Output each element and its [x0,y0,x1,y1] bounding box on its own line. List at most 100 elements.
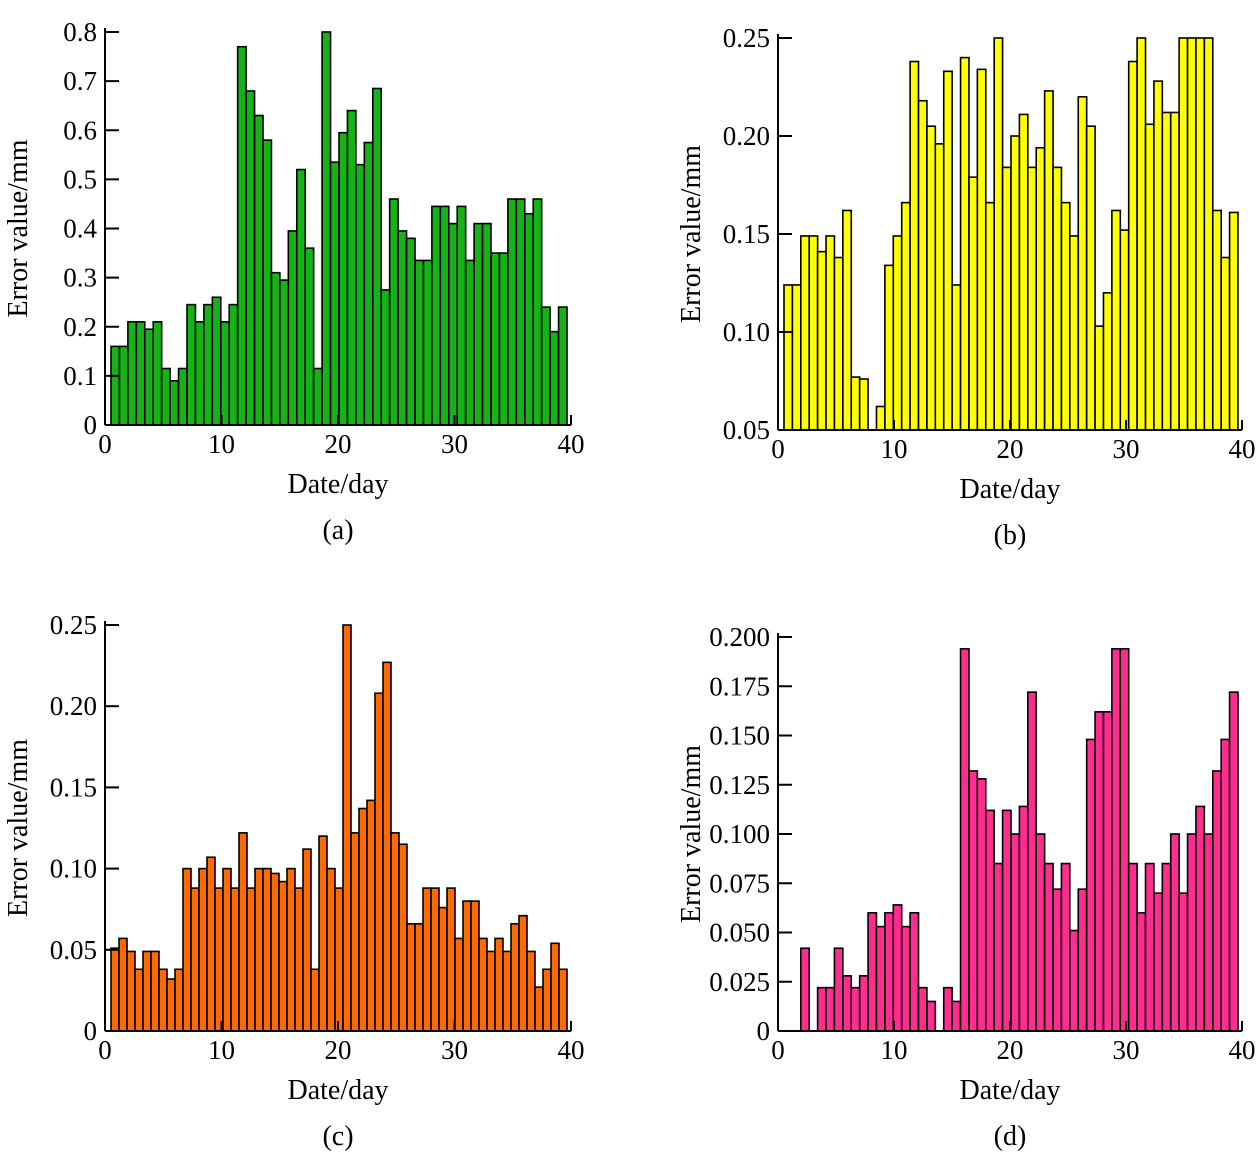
y-axis-label: Error value/mm [676,145,707,323]
bar [816,250,827,431]
bar [850,376,861,431]
bar [254,867,264,1032]
bar [926,125,937,431]
bar [542,968,552,1032]
bar [262,867,272,1032]
bar [1119,648,1130,1032]
y-tick-label: 0.100 [709,819,770,849]
bar [993,37,1004,431]
panel-caption: (d) [994,1121,1027,1152]
bar [934,143,945,431]
bar [350,832,360,1032]
bar [1043,862,1054,1032]
y-axis-label: Error value/mm [3,739,34,917]
y-tick-label: 0.050 [709,918,770,948]
bar [454,937,464,1032]
bar [346,109,357,426]
bar [900,201,911,431]
x-tick-label: 30 [1113,1035,1140,1065]
bar [518,914,528,1032]
y-tick-label: 0.7 [63,66,97,96]
bar [198,867,208,1032]
bar [1043,90,1054,431]
bar [464,259,475,426]
bar [1169,111,1180,431]
bar [816,986,827,1032]
bar [833,947,844,1032]
x-tick-label: 40 [1229,1035,1256,1065]
bar [270,872,280,1032]
y-tick-label: 0.15 [723,219,770,249]
bar [534,986,544,1032]
bar [1136,37,1147,431]
y-axis-label: Error value/mm [676,745,707,923]
bar [1027,691,1038,1032]
x-axis-label: Date/day [287,469,388,500]
x-tick-label: 20 [997,434,1024,464]
bar [984,809,995,1032]
bar [1102,711,1113,1032]
bar [900,925,911,1032]
panel-caption: (a) [322,515,353,546]
y-tick-label: 0.6 [63,115,97,145]
bar [510,923,520,1032]
bar [473,222,484,426]
bar [366,799,376,1032]
bar [909,60,920,431]
bar [791,284,802,431]
bar [842,209,853,431]
bar [177,367,188,426]
bar [1203,833,1214,1032]
bar [1027,166,1038,431]
bar [926,1000,937,1032]
bar [1178,37,1189,431]
bar [1144,862,1155,1032]
y-tick-label: 0.200 [709,622,770,652]
bar [1186,833,1197,1032]
bar [355,163,366,426]
bar [1001,166,1012,431]
bar [388,198,399,426]
bar [1094,325,1105,431]
bar [438,906,448,1032]
bar [1211,209,1222,431]
x-tick-label: 30 [441,1035,468,1065]
bar [222,867,232,1032]
y-tick-label: 0.10 [50,854,97,884]
bar [892,904,903,1032]
chart-panel-d: 0 0.025 0.050 0.075 0.100 0.125 0.150 0.175 0.20… [676,622,1256,1152]
bar [549,330,560,426]
bar [557,306,568,426]
bar [238,832,248,1032]
x-tick-label: 20 [325,1035,352,1065]
bar [1102,291,1113,431]
x-tick-label: 20 [325,429,352,459]
y-tick-label: 0.025 [709,967,770,997]
y-tick-label: 0.150 [709,721,770,751]
bar [1127,862,1138,1032]
bar [422,259,433,426]
x-tick-label: 20 [997,1035,1024,1065]
bar [363,141,374,426]
bar [833,256,844,431]
bar [270,271,281,426]
bar [326,867,336,1032]
bar [1144,123,1155,431]
y-tick-label: 0.175 [709,671,770,701]
chart-panel-b: 0.05 0.10 0.15 0.20 0.25 0 10 20 30 40 Date/day Err… [676,23,1256,551]
bar [329,161,340,426]
bar [230,887,240,1032]
bar [1178,892,1189,1032]
bar [858,378,869,431]
bar [526,950,536,1032]
bar [884,264,895,431]
bar [515,198,526,426]
bar [858,975,869,1032]
bar [245,90,256,426]
y-tick-label: 0.8 [63,17,97,47]
bar [917,986,928,1032]
bar [1085,125,1096,431]
bar [203,303,214,426]
y-tick-label: 0.2 [63,312,97,342]
bar [1203,37,1214,431]
